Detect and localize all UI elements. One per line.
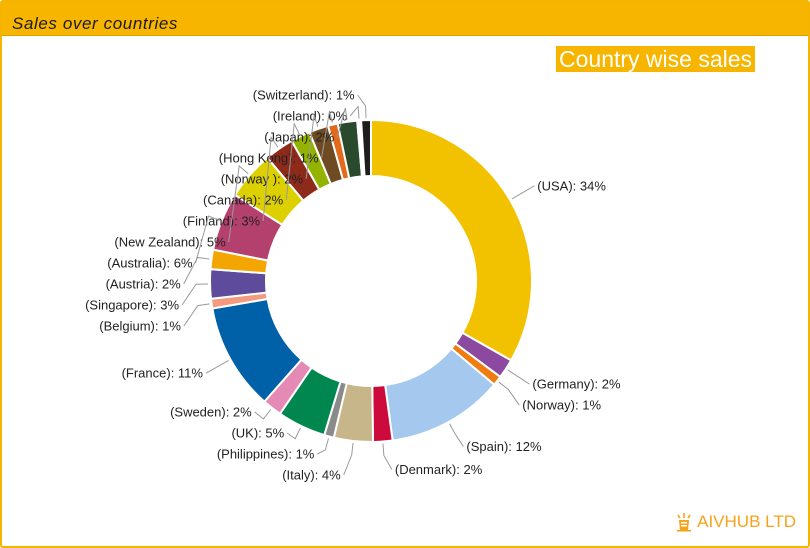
leader-line	[183, 303, 210, 327]
leader-line	[195, 215, 220, 264]
chart-title: Country wise sales	[556, 46, 756, 72]
leader-line	[183, 256, 210, 285]
leader-line	[498, 381, 520, 406]
slice-label: (Spain): 12%	[466, 439, 542, 454]
leader-line	[305, 115, 319, 180]
slice-label: (Denmark): 2%	[395, 462, 483, 477]
leader-line	[205, 360, 229, 374]
slice-label: (UK): 5%	[231, 426, 284, 441]
slice-label: (USA): 34%	[537, 178, 606, 193]
leader-line	[254, 409, 272, 420]
slice-label: (Norway ): 2%	[221, 172, 304, 187]
leader-line	[449, 423, 464, 447]
slice-label: (Finland): 3%	[183, 214, 261, 229]
leader-line	[336, 107, 348, 138]
slice-label: (Austria): 2%	[106, 277, 182, 292]
slice-label: (Ireland): 0%	[273, 109, 348, 124]
slice-label: (Italy): 4%	[282, 468, 341, 483]
panel-header: Sales over countries	[2, 2, 808, 35]
panel-title: Sales over countries	[12, 14, 179, 33]
slice-label: (Sweden): 2%	[170, 405, 252, 420]
slice-label: (Belgium): 1%	[99, 319, 181, 334]
pencil-cup-icon	[677, 513, 692, 532]
leader-line	[286, 427, 301, 440]
leader-line	[511, 185, 535, 200]
leader-line	[181, 283, 209, 306]
leader-line	[321, 110, 333, 159]
slice-label: (Singapore): 3%	[85, 298, 179, 313]
slice-label: (Switzerland): 1%	[253, 88, 355, 103]
slice-label: (Japan): 2%	[264, 130, 335, 145]
leader-line	[357, 94, 367, 119]
leader-line	[228, 164, 249, 243]
leader-line	[262, 135, 279, 222]
slice-label: (Norway): 1%	[522, 398, 601, 413]
donut-slice[interactable]	[370, 118, 533, 362]
brand-logo: AIVHUB LTD	[675, 512, 796, 532]
leader-line	[507, 369, 530, 385]
donut-slice[interactable]	[360, 118, 372, 178]
slice-label: (France): 11%	[122, 366, 204, 381]
leader-line	[285, 121, 300, 201]
slice-label: (Germany): 2%	[532, 377, 621, 392]
slice-label: (New Zealand): 5%	[114, 235, 226, 250]
slice-label: (Australia): 6%	[107, 256, 193, 271]
header-divider	[2, 35, 808, 36]
slice-label: (Philippines): 1%	[217, 447, 315, 462]
leader-line	[317, 438, 329, 455]
leader-line	[343, 442, 354, 476]
slice-label: (Canada): 2%	[203, 193, 284, 208]
brand-name: AIVHUB LTD	[697, 512, 796, 531]
leader-line	[349, 105, 360, 119]
leader-line	[382, 443, 393, 470]
